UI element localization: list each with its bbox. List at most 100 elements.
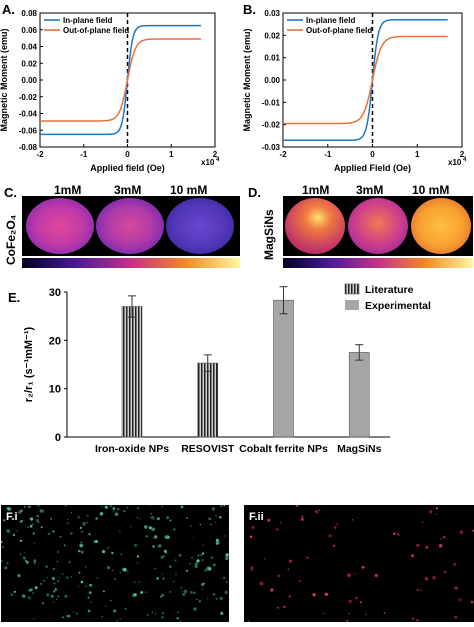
fluorescent-spot-red [443, 536, 445, 538]
y-tick-label: 0 [55, 432, 61, 444]
fluorescent-spot-green [180, 587, 182, 589]
fluorescent-spot-green [81, 581, 84, 584]
fluorescent-spot-green [46, 593, 49, 596]
fluorescent-spot-red [436, 507, 438, 509]
fluorescent-spot-green [139, 518, 141, 520]
y-tick-label: 0.00 [21, 76, 37, 85]
fluorescent-spot-green [196, 599, 197, 600]
fluorescent-spot-green [32, 592, 34, 594]
fluorescent-spot-green [3, 519, 5, 521]
fluorescent-spot-green [137, 555, 139, 557]
fluorescent-spot-green [193, 537, 194, 538]
fluorescent-spot-green [150, 505, 151, 506]
conc-label-c-3: 10 mM [170, 183, 207, 197]
colorscale-bar-c [22, 258, 240, 268]
fluorescent-spot-red [454, 586, 458, 590]
fluorescent-spot-red [425, 577, 428, 580]
fluorescent-spot-green [123, 510, 125, 512]
series-line-out-of-plane [40, 39, 201, 121]
fluorescent-spot-green [62, 616, 64, 618]
y-tick-label: 0.03 [264, 9, 280, 18]
cofe2o4-phantom-image [22, 196, 240, 270]
magsins-label: MagSiNs [262, 209, 276, 260]
fluorescent-spot-green [210, 556, 213, 559]
fluorescent-spot-green [154, 568, 156, 570]
fluorescent-spot-red [347, 574, 350, 577]
fluorescent-spot-green [175, 574, 177, 576]
fluorescent-spot-green [161, 616, 164, 619]
fluorescent-spot-green [48, 533, 50, 535]
fluorescent-spot-green [32, 523, 33, 524]
x-tick-label: -1 [80, 150, 88, 159]
microscopy-image-fii: F.ii [244, 505, 474, 622]
fluorescent-spot-green [151, 516, 155, 520]
x-tick-label: 0 [125, 150, 130, 159]
fluorescent-spot-green [204, 571, 205, 572]
fluorescent-spot-red [319, 510, 321, 512]
y-tick-label: -0.02 [19, 93, 38, 102]
fluorescent-spot-green [182, 593, 185, 596]
fluorescent-spot-green [18, 510, 21, 513]
bar-resovist [198, 363, 218, 437]
fluorescent-spot-green [13, 534, 15, 536]
series-line-out-of-plane [283, 37, 448, 124]
fluorescent-spot-green [71, 512, 72, 513]
fluorescent-spot-red [306, 556, 309, 559]
x-tick-label: MagSiNs [337, 443, 382, 455]
fluorescent-spot-green [14, 591, 16, 593]
x-tick-label: 1 [169, 150, 174, 159]
fluorescent-spot-red [444, 571, 447, 574]
fluorescent-spot-green [10, 594, 12, 596]
fluorescent-spot-green [34, 543, 35, 544]
fluorescent-spot-green [95, 517, 98, 520]
x-axis-label: Applied Field (Oe) [334, 163, 411, 173]
fluorescent-spot-green [180, 620, 181, 621]
fluorescent-spot-green [111, 552, 113, 554]
fluorescent-spot-green [195, 566, 197, 568]
fluorescent-spot-green [216, 598, 218, 600]
legend-swatch-experimental [345, 300, 359, 310]
fluorescent-spot-green [34, 618, 35, 619]
fluorescent-spot-green [107, 566, 110, 569]
fluorescent-spot-green [103, 590, 105, 592]
x-axis-exponent-power: 4 [463, 157, 467, 163]
fluorescent-spot-red [436, 514, 437, 515]
y-axis-label: r₂/r₁ (s⁻¹mM⁻¹) [23, 326, 35, 402]
fluorescent-spot-green [207, 598, 208, 599]
fluorescent-spot-green [134, 581, 136, 583]
fluorescent-spot-green [166, 552, 168, 554]
fluorescent-spot-green [76, 613, 78, 615]
y-tick-label: 10 [49, 384, 61, 396]
fluorescent-spot-green [22, 594, 25, 597]
phantom-d-10mM [411, 198, 471, 254]
conc-label-d-2: 3mM [356, 183, 383, 197]
fluorescent-spot-green [113, 510, 115, 512]
fluorescent-spot-green [23, 557, 26, 560]
fluorescent-spot-red [454, 616, 457, 619]
x-axis-exponent: x10 [201, 158, 215, 167]
fluorescent-spot-green [89, 533, 91, 535]
fluorescent-spot-red [352, 519, 353, 520]
fluorescent-spot-green [54, 588, 57, 591]
fluorescent-spot-green [71, 576, 72, 577]
fluorescent-spot-green [193, 592, 196, 595]
fluorescent-spot-green [102, 616, 104, 618]
fluorescent-spot-green [53, 591, 55, 593]
fluorescent-spot-green [30, 517, 33, 520]
fluorescent-spot-green [225, 557, 228, 560]
fluorescent-spot-green [20, 540, 22, 542]
fluorescent-spot-red [333, 545, 335, 547]
fluorescent-spot-red [429, 510, 432, 513]
fluorescent-spot-green [137, 562, 138, 563]
y-tick-label: -0.06 [19, 126, 38, 135]
fluorescent-spot-green [201, 555, 202, 556]
fluorescent-spot-green [119, 618, 121, 620]
fluorescent-spot-green [165, 535, 169, 539]
fluorescent-spot-green [163, 555, 165, 557]
phantom-d-1mM [285, 198, 345, 254]
fluorescent-spot-green [223, 577, 225, 579]
fluorescent-spot-green [121, 554, 122, 555]
fluorescent-spot-green [125, 608, 127, 610]
fluorescent-spot-green [216, 542, 219, 545]
fluorescent-spot-red [416, 619, 419, 622]
